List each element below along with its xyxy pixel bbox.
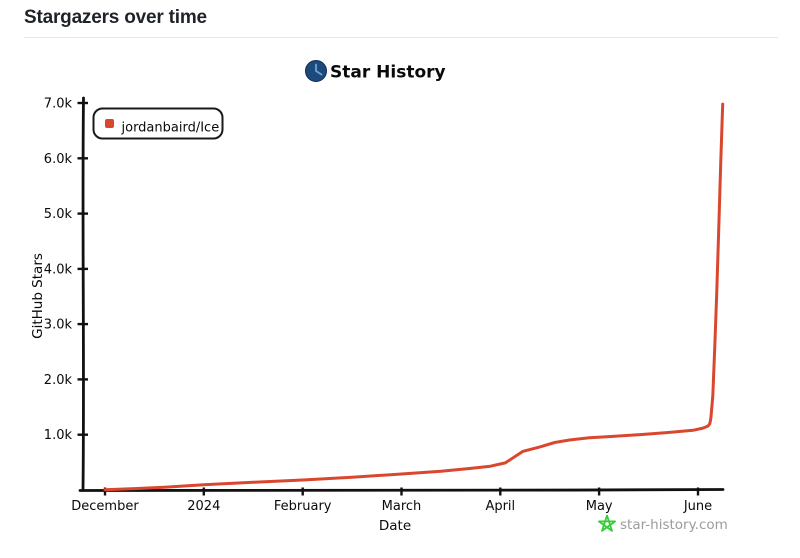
y-tick-label: 2.0k: [44, 373, 73, 388]
chart-title-group: Star History: [305, 60, 446, 83]
watermark-text: star-history.com: [620, 517, 728, 533]
page-title: Stargazers over time: [24, 7, 207, 28]
x-tick-label: March: [382, 499, 422, 514]
watermark-link[interactable]: star-history.com: [598, 514, 728, 534]
legend-square-marker-icon: [105, 119, 114, 128]
header-divider: [24, 37, 778, 38]
y-tick-label: 4.0k: [44, 262, 73, 277]
y-tick-label: 1.0k: [44, 428, 73, 443]
series-line[interactable]: [103, 102, 725, 492]
clock-icon: [305, 60, 327, 82]
x-tick-label: December: [71, 499, 139, 514]
x-axis: [78, 488, 725, 492]
chart-title: Star History: [330, 63, 446, 83]
x-tick-label: June: [683, 499, 712, 514]
legend-label: jordanbaird/Ice: [121, 121, 220, 136]
x-tick-label: April: [485, 499, 515, 514]
y-axis: [81, 96, 85, 492]
x-tick-label: February: [274, 499, 332, 514]
star-icon: [598, 514, 616, 532]
y-axis-ticks: [77, 101, 88, 436]
legend[interactable]: jordanbaird/Ice: [92, 107, 224, 140]
y-tick-label: 5.0k: [44, 207, 73, 222]
x-tick-label: May: [586, 499, 613, 514]
x-axis-title: Date: [379, 518, 411, 534]
x-axis-ticks: [103, 487, 700, 496]
y-axis-title: GitHub Stars: [30, 253, 46, 339]
y-tick-label: 6.0k: [44, 152, 73, 167]
y-tick-label: 7.0k: [44, 97, 73, 112]
y-tick-label: 3.0k: [44, 318, 73, 333]
x-tick-label: 2024: [187, 499, 220, 514]
